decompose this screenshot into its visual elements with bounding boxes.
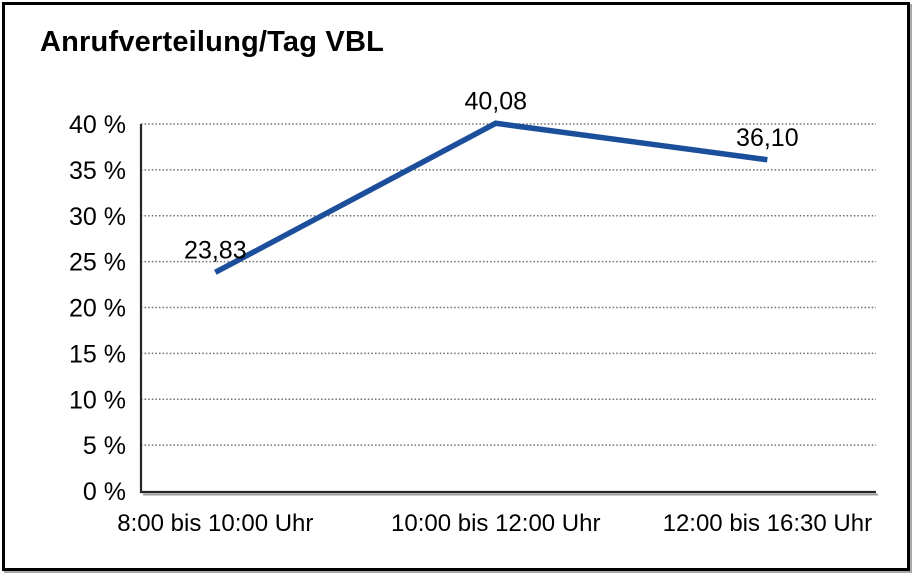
x-axis-label: 12:00 bis 16:30 Uhr: [663, 510, 872, 537]
y-tick-label: 40 %: [69, 111, 126, 139]
x-axis-label: 8:00 bis 10:00 Uhr: [117, 510, 313, 537]
y-tick-label: 20 %: [69, 295, 126, 323]
data-line[interactable]: [214, 120, 768, 275]
y-tick-label: 15 %: [69, 340, 126, 368]
y-tick-label: 0 %: [83, 478, 126, 506]
y-tick-label: 30 %: [69, 203, 126, 231]
data-label: 36,10: [736, 124, 799, 152]
chart-title: Anrufverteilung/Tag VBL: [40, 26, 385, 58]
y-tick-label: 25 %: [69, 249, 126, 277]
y-tick-label: 35 %: [69, 157, 126, 185]
data-label: 23,83: [184, 236, 247, 264]
x-axis-label: 10:00 bis 12:00 Uhr: [391, 510, 600, 537]
data-label: 40,08: [464, 87, 527, 115]
y-tick-label: 5 %: [83, 432, 126, 460]
y-tick-label: 10 %: [69, 386, 126, 414]
